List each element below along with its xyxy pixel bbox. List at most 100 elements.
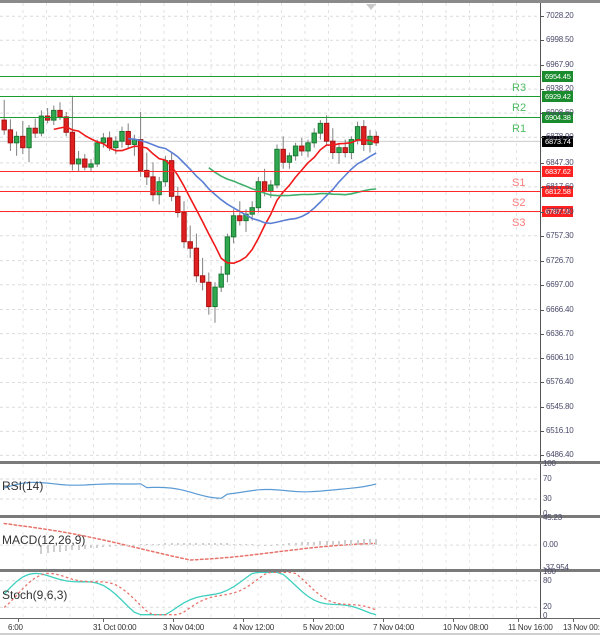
rsi-label: RSI(14) [2,479,44,493]
macd-histogram-bar [251,544,254,546]
time-axis-line [0,618,600,619]
price-tick-mark [540,333,544,335]
macd-histogram-bar [133,544,136,546]
time-axis-label: 10 Nov 08:00 [443,623,489,632]
time-axis-label: 7 Nov 04:00 [373,623,414,632]
price-tick-label: 6998.50 [546,35,574,45]
rsi-tick-label: 30 [543,494,552,503]
macd-histogram-bar [145,544,148,546]
price-axis-rule [540,3,541,462]
level-price-badge-s2: 6812.58 [542,185,573,197]
rsi-tick-label: 100 [543,459,556,468]
macd-histogram-bar [300,542,303,546]
bottom-border [0,633,600,635]
macd-histogram-bar [176,542,179,546]
level-price-badge-r3: 6954.45 [542,70,573,82]
price-tick-label: 6606.10 [546,353,574,363]
macd-histogram-bar [282,543,285,546]
macd-histogram-bar [238,543,241,546]
macd-histogram-bar [263,545,266,547]
macd-histogram-bar [276,544,278,546]
macd-histogram-bar [164,543,167,546]
price-tick-label: 7028.20 [546,11,574,21]
macd-histogram-bar [195,542,198,546]
macd-histogram-bar [369,539,371,546]
macd-histogram-bar [356,539,359,546]
time-axis-label: 31 Oct 00:00 [93,623,137,632]
macd-histogram-bar [214,542,216,546]
macd-histogram-bar [201,542,204,546]
time-tick-mark [18,618,19,622]
price-tick-label: 6636.70 [546,328,574,338]
price-tick-label: 6726.70 [546,255,574,265]
macd-histogram-bar [245,544,247,546]
price-tick-mark [540,113,544,115]
price-tick-mark [540,40,544,42]
macd-histogram-bar [350,539,353,546]
macd-histogram-bar [338,540,340,546]
macd-label: MACD(12,26,9) [2,533,86,547]
rsi-axis-rule [540,464,541,515]
level-line-r3 [0,75,540,77]
stoch-tick-label: 80 [543,575,552,585]
macd-histogram-bar [40,545,43,554]
macd-histogram-bar [170,543,173,546]
price-tick-label: 6545.80 [546,402,574,412]
stoch-axis-rule [540,572,541,618]
macd-histogram-bar [257,544,260,546]
price-tick-label: 6697.00 [546,279,574,289]
price-tick-mark [540,16,544,18]
level-label-s1: S1 [512,176,526,189]
macd-histogram-bar [294,542,297,546]
price-tick-mark [540,284,544,286]
macd-histogram-bar [375,538,378,546]
macd-histogram-bar [114,545,117,547]
macd-histogram-bar [127,545,130,547]
time-axis-label: 3 Nov 04:00 [163,623,204,632]
stoch-tick-label: 20 [543,602,552,612]
time-axis-label: 11 Nov 16:00 [508,623,553,632]
macd-histogram-bar [288,543,291,546]
time-axis-label: 6:00 [8,623,23,632]
price-tick-label: 6967.90 [546,60,574,70]
macd-axis-rule [540,518,541,569]
level-label-s3: S3 [512,217,526,230]
price-tick-mark [540,137,544,139]
macd-histogram-bar [319,541,322,546]
time-tick-mark [573,618,574,622]
time-axis-label: 4 Nov 12:00 [233,623,274,632]
macd-histogram-bar [65,545,68,551]
macd-histogram-bar [46,545,49,553]
price-tick-label: 6757.30 [546,230,574,240]
macd-histogram-bar [344,540,347,546]
time-axis-label: 13 Nov 00:00 [563,623,600,632]
level-price-badge-r1: 6904.38 [542,111,573,123]
macd-histogram-bar [269,544,272,546]
level-label-r3: R3 [512,81,527,94]
price-tick-label: 6847.30 [546,157,574,167]
level-label-r2: R2 [512,102,527,115]
level-line-s1 [0,170,540,172]
macd-histogram-bar [313,541,316,546]
price-tick-label: 6787.00 [546,206,574,216]
time-tick-mark [383,618,384,622]
macd-histogram-bar [207,542,210,546]
macd-histogram-bar [189,542,192,546]
time-tick-mark [313,618,314,622]
price-tick-mark [540,65,544,67]
separator-rsi [0,461,600,464]
macd-histogram-bar [331,540,334,546]
time-tick-mark [243,618,244,622]
price-tick-mark [540,309,544,311]
price-tick-mark [540,186,544,188]
macd-tick-label: 0.00 [543,540,558,550]
price-tick-mark [540,407,544,409]
marker-arrow-icon [366,4,376,10]
rsi-tick-label: 0 [543,509,548,518]
separator-macd [0,515,600,518]
price-tick-mark [540,211,544,213]
time-tick-mark [103,618,104,622]
price-tick-mark [540,431,544,433]
time-tick-mark [518,618,519,622]
